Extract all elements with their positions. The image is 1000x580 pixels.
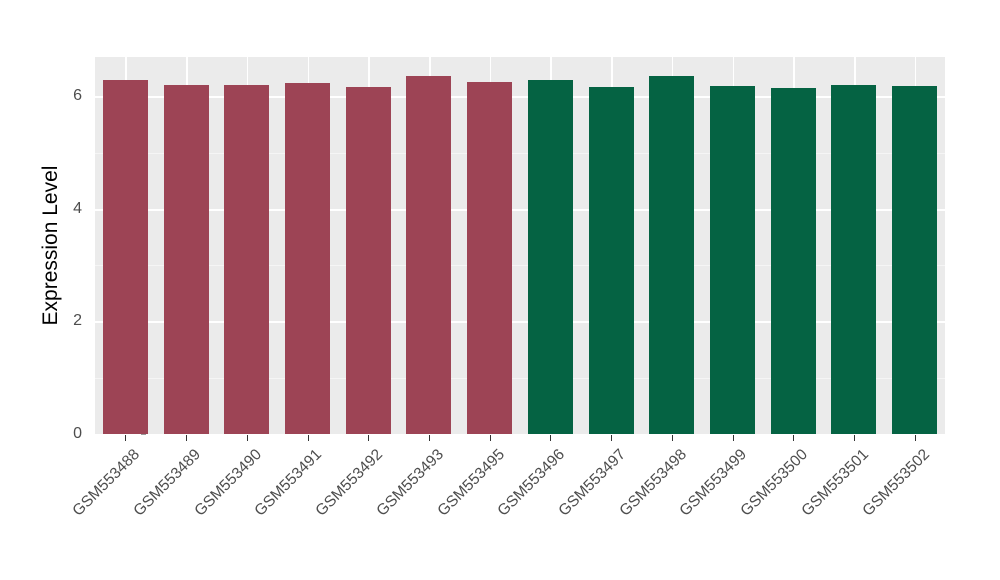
x-axis-tick-mark	[550, 435, 552, 441]
bar	[831, 84, 877, 434]
x-axis-tick-mark	[368, 435, 370, 441]
x-axis-tick-mark	[307, 435, 309, 441]
x-axis-tick-mark	[732, 435, 734, 441]
x-axis-tick-mark	[853, 435, 855, 441]
bar	[102, 79, 148, 434]
x-axis-tick-mark	[611, 435, 613, 441]
x-axis-tick-mark	[671, 435, 673, 441]
bar	[224, 85, 270, 434]
bar	[892, 85, 938, 434]
y-axis-tick-mark	[141, 433, 146, 435]
x-axis-tick-mark	[428, 435, 430, 441]
gridline-major-horizontal	[95, 208, 945, 211]
bar	[649, 75, 695, 434]
y-axis-tick-label: 4	[73, 199, 82, 217]
bar	[770, 87, 816, 434]
x-axis-tick-mark	[125, 435, 127, 441]
y-axis-ticks: 0 2 4 6	[54, 0, 146, 580]
bar	[345, 86, 391, 434]
bar	[285, 83, 330, 434]
bar	[163, 85, 209, 434]
bar	[527, 80, 573, 434]
x-axis-tick-mark	[186, 435, 188, 441]
bar	[588, 86, 634, 434]
gridline-minor-horizontal	[95, 152, 945, 154]
y-axis-tick-label: 6	[73, 87, 82, 105]
y-axis-tick-label: 2	[73, 312, 82, 330]
x-axis-tick-mark	[489, 435, 491, 441]
x-axis-tick-mark	[914, 435, 916, 441]
gridline-major-horizontal	[95, 96, 945, 98]
gridline-minor-horizontal	[95, 377, 945, 379]
gridline-minor-horizontal	[95, 265, 945, 267]
gridline-major-horizontal	[95, 321, 945, 324]
bar	[406, 76, 452, 434]
x-axis-tick-mark	[793, 435, 795, 441]
bar	[467, 82, 513, 434]
bar	[710, 85, 755, 434]
x-axis-tick-mark	[246, 435, 248, 441]
y-axis-tick-label: 0	[73, 425, 82, 442]
plot-panel	[95, 57, 945, 434]
